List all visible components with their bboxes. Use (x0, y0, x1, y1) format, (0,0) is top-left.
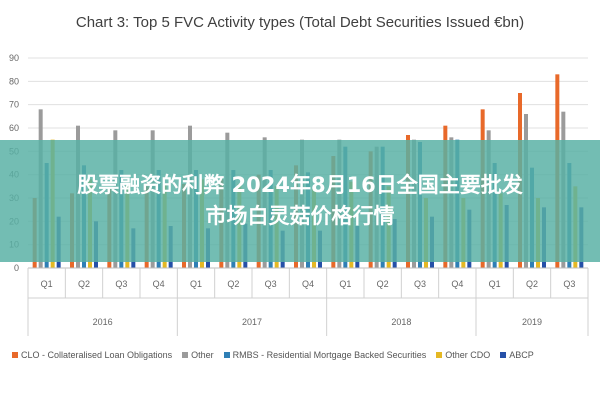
x-tick-label: Q4 (153, 279, 165, 289)
y-tick-label: 0 (14, 263, 19, 273)
legend-label-other: Other (191, 350, 214, 360)
x-tick-label: Q1 (190, 279, 202, 289)
x-tick-label: Q2 (377, 279, 389, 289)
overlay-headline-line-2: 市场白灵菇价格行情 (205, 204, 395, 228)
y-tick-label: 90 (9, 53, 19, 63)
year-label: 2019 (522, 317, 542, 327)
legend-item-other-cdo[interactable]: Other CDO (436, 350, 490, 360)
legend-swatch-other-cdo (436, 352, 443, 358)
legend-swatch-clo (12, 352, 18, 358)
x-tick-label: Q3 (563, 279, 575, 289)
legend-item-clo[interactable]: CLO - Collateralised Loan Obligations (12, 350, 172, 360)
y-tick-label: 60 (9, 123, 19, 133)
y-tick-label: 70 (9, 100, 19, 110)
legend-item-abcp[interactable]: ABCP (500, 350, 534, 360)
year-label: 2018 (391, 317, 411, 327)
legend-label-abcp: ABCP (509, 350, 534, 360)
legend-label-rmbs: RMBS - Residential Mortgage Backed Secur… (232, 350, 427, 360)
x-tick-label: Q2 (227, 279, 239, 289)
legend-item-other[interactable]: Other (182, 350, 214, 360)
y-tick-label: 80 (9, 76, 19, 86)
x-tick-label: Q1 (489, 279, 501, 289)
legend-swatch-other (182, 352, 189, 358)
x-tick-label: Q3 (265, 279, 277, 289)
legend-label-other-cdo: Other CDO (445, 350, 491, 360)
year-label: 2017 (242, 317, 262, 327)
x-tick-label: Q1 (339, 279, 351, 289)
legend-swatch-abcp (500, 352, 507, 358)
legend-item-rmbs[interactable]: RMBS - Residential Mortgage Backed Secur… (223, 350, 427, 360)
x-tick-label: Q4 (451, 279, 463, 289)
x-tick-label: Q2 (78, 279, 90, 289)
overlay-banner[interactable]: 股票融资的利弊 2024年8月16日全国主要批发 市场白灵菇价格行情 (0, 140, 600, 262)
legend-label-clo: CLO - Collateralised Loan Obligations (21, 350, 173, 360)
x-tick-label: Q2 (526, 279, 538, 289)
x-tick-label: Q1 (41, 279, 53, 289)
x-axis: Q1 Q2 Q3 Q4 Q1 Q2 Q3 Q4 Q1 Q2 Q3 Q4 Q1 Q2 Q3 2016 2017 20… (27, 267, 589, 336)
year-label: 2016 (93, 317, 113, 327)
x-tick-label: Q3 (115, 279, 127, 289)
overlay-headline-line-1: 股票融资的利弊 2024年8月16日全国主要批发 (77, 173, 523, 197)
x-tick-label: Q4 (302, 279, 314, 289)
legend-swatch-rmbs (223, 352, 230, 358)
x-tick-label: Q3 (414, 279, 426, 289)
chart-title: Chart 3: Top 5 FVC Activity types (Total… (75, 14, 525, 31)
legend: CLO - Collateralised Loan Obligations Ot… (12, 350, 600, 360)
